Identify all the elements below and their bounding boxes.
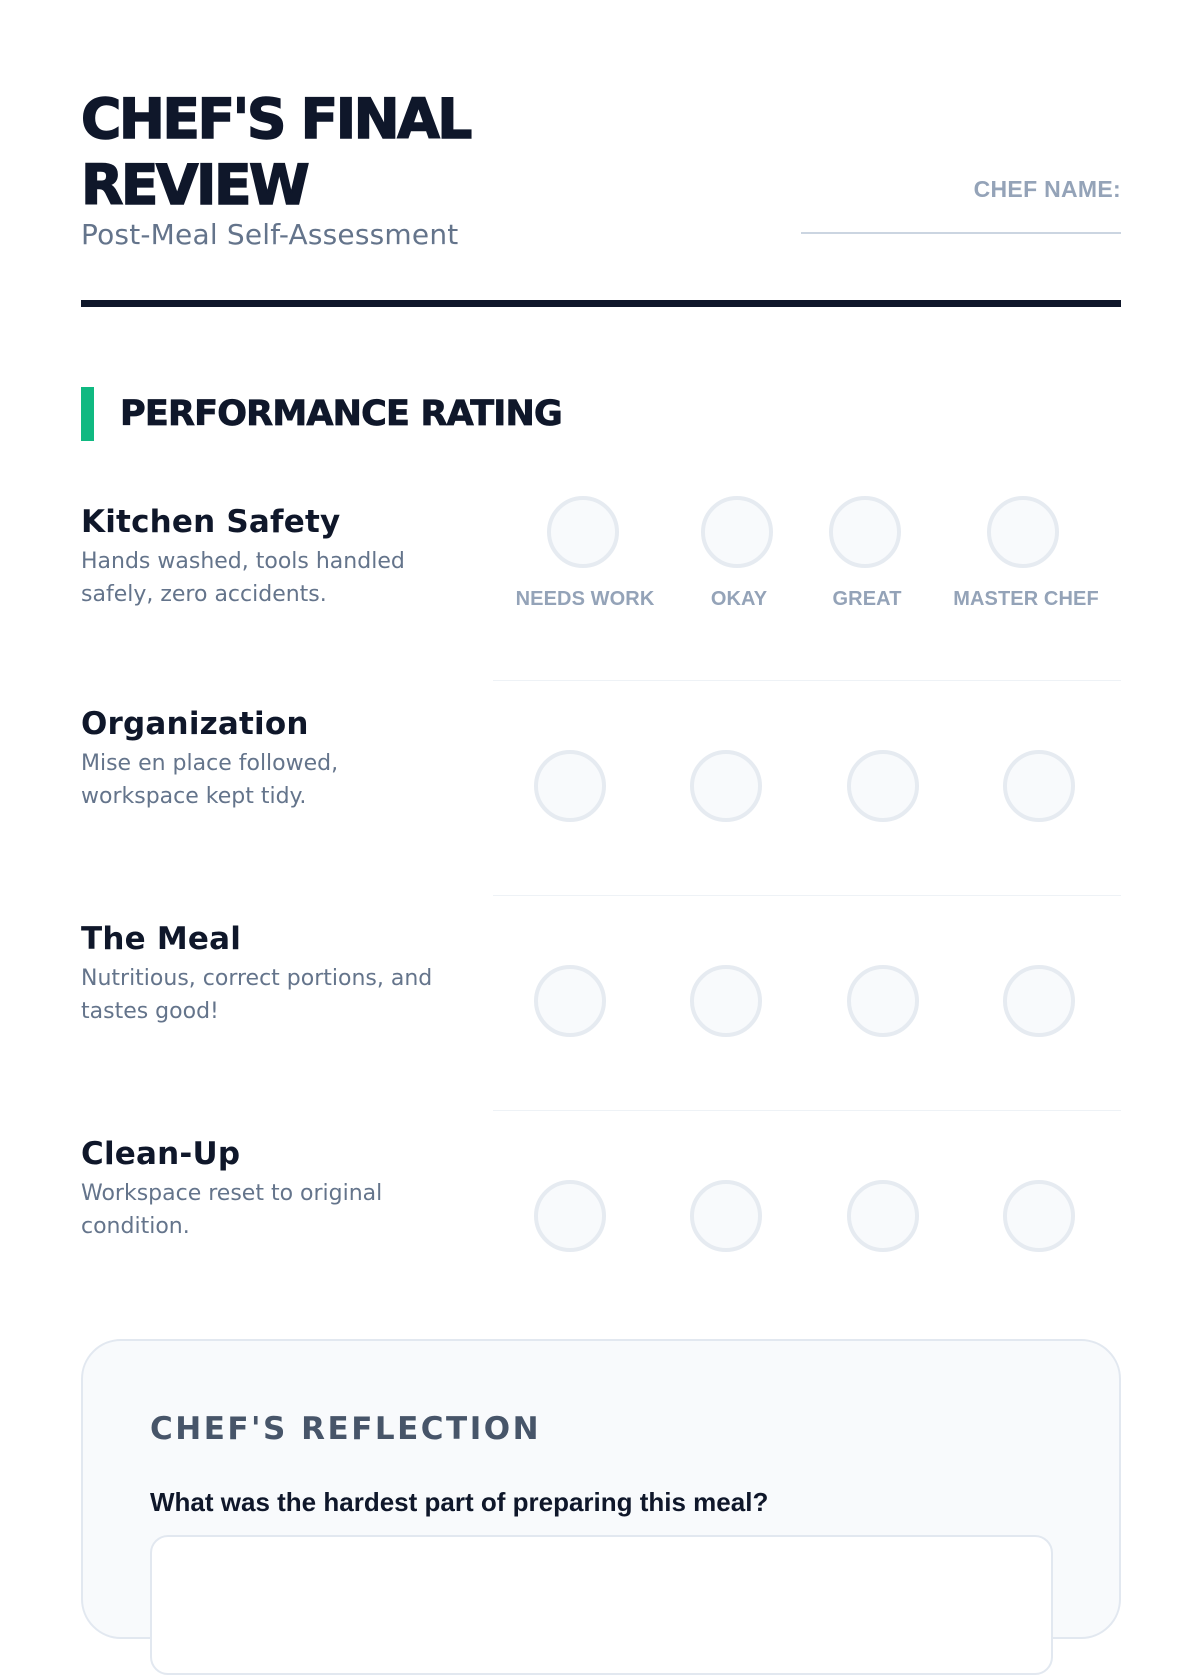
rating-option-needs-work[interactable]: [534, 750, 606, 822]
chef-name-field[interactable]: [801, 232, 1121, 234]
rating-row-organization: Organization Mise en place followed, wor…: [81, 702, 1121, 892]
row-divider: [493, 680, 1121, 681]
title-line-1: CHEF'S FINAL: [80, 86, 473, 152]
form-header: CHEF'S FINAL REVIEW Post-Meal Self-Assess…: [80, 78, 1121, 308]
rating-option-master-chef[interactable]: [1003, 1180, 1075, 1252]
criterion-description: Mise en place followed, workspace kept t…: [81, 751, 339, 809]
rating-option-master-chef[interactable]: [1003, 750, 1075, 822]
rating-option-okay[interactable]: [690, 1180, 762, 1252]
rating-option-great[interactable]: [847, 750, 919, 822]
rating-option-great[interactable]: [829, 496, 901, 568]
rating-option-master-chef[interactable]: [1003, 965, 1075, 1037]
criterion-description: Workspace reset to original condition.: [81, 1181, 383, 1239]
scale-label-okay: OKAY: [710, 588, 768, 610]
rating-option-okay[interactable]: [701, 496, 773, 568]
reflection-question: What was the hardest part of preparing t…: [150, 1487, 769, 1517]
review-form: CHEF'S FINAL REVIEW Post-Meal Self-Assess…: [80, 0, 1121, 1675]
scale-label-great: GREAT: [832, 588, 902, 610]
scale-label-master-chef: MASTER CHEF: [953, 588, 1099, 610]
reflection-card: CHEF'S REFLECTION What was the hardest p…: [81, 1339, 1121, 1675]
rating-row-the-meal: The Meal Nutritious, correct portions, a…: [81, 917, 1121, 1107]
rating-option-needs-work[interactable]: [534, 965, 606, 1037]
rating-option-needs-work[interactable]: [547, 496, 619, 568]
rating-option-okay[interactable]: [690, 965, 762, 1037]
rating-option-needs-work[interactable]: [534, 1180, 606, 1252]
performance-rating-header: PERFORMANCE RATING: [81, 387, 881, 441]
rating-option-great[interactable]: [847, 965, 919, 1037]
criterion-name: Organization: [81, 706, 309, 742]
criterion-description: Hands washed, tools handled safely, zero…: [81, 549, 405, 607]
reflection-answer-field[interactable]: [150, 1535, 1053, 1675]
page-subtitle: Post-Meal Self-Assessment: [81, 218, 459, 251]
rating-option-master-chef[interactable]: [987, 496, 1059, 568]
criterion-name: The Meal: [81, 921, 242, 957]
row-divider: [493, 1110, 1121, 1111]
header-divider: [81, 300, 1121, 307]
section-title: PERFORMANCE RATING: [120, 394, 564, 435]
row-divider: [493, 895, 1121, 896]
criterion-name: Kitchen Safety: [81, 504, 341, 540]
criterion-name: Clean-Up: [81, 1136, 241, 1172]
rating-row-kitchen-safety: Kitchen Safety Hands washed, tools handl…: [81, 496, 1121, 680]
rating-row-clean-up: Clean-Up Workspace reset to original con…: [81, 1132, 1121, 1322]
scale-label-needs-work: NEEDS WORK: [515, 588, 655, 610]
title-line-2: REVIEW: [80, 152, 310, 218]
criterion-description: Nutritious, correct portions, and tastes…: [81, 966, 433, 1024]
chef-name-label: CHEF NAME:: [973, 176, 1121, 202]
rating-option-great[interactable]: [847, 1180, 919, 1252]
page-title: CHEF'S FINAL REVIEW: [80, 86, 641, 218]
reflection-title: CHEF'S REFLECTION: [150, 1411, 542, 1447]
rating-option-okay[interactable]: [690, 750, 762, 822]
section-accent-bar: [81, 387, 94, 441]
